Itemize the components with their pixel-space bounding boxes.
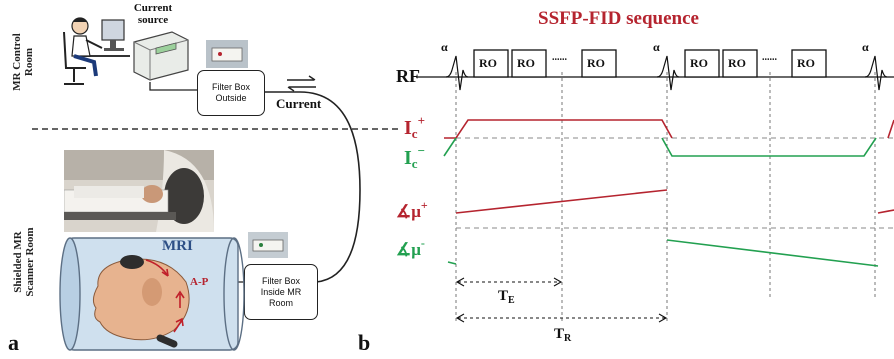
filter-box-photo-outside [206,40,248,68]
ic-plus-main: I [404,117,412,139]
mu-minus-ramp [666,239,879,267]
ic-minus-waveform [443,137,877,157]
panel-b-label: b [358,330,371,355]
mu-plus-label: ∡μ+ [396,198,428,222]
mu-minus-label: ∡μ- [396,236,425,260]
rf-pulse-3 [864,55,888,91]
mu-minus-tail [447,261,457,265]
ro-ellipsis-1: ...... [552,52,567,63]
rf-pulse-1 [445,55,469,91]
time-markers [455,72,876,322]
arrow-left [287,86,316,92]
alpha-label-2: α [653,40,660,54]
ro-boxes [473,49,827,78]
ic-plus-waveform [444,119,673,139]
te-label: TE [498,288,515,306]
tr-arrow-right [658,313,668,323]
alpha-label-1: α [441,40,448,54]
alpha-label-3: α [862,40,869,54]
left-connections [32,75,398,283]
tr-arrow-left [455,313,465,323]
rf-pulse-2 [656,55,680,91]
ic-plus-sup: + [417,113,425,128]
ro-label-2: RO [517,56,535,70]
ic-plus-waveform-next [887,119,894,139]
mu-plus-ramp-next [877,209,894,214]
ic-minus-label: Ic− [404,143,425,172]
tr-sub: R [564,333,572,344]
mu-minus-main: ∡μ [396,240,421,259]
filter-box-photo-inside [248,232,288,258]
rf-pulses [445,55,888,91]
arrow-right [287,75,316,81]
ic-minus-main: I [404,147,412,169]
current-source-label: Current source [133,2,173,26]
current-cable [264,91,361,283]
ro-ellipsis-2: ...... [762,52,777,63]
mu-plus-main: ∡μ [396,202,421,221]
ro-box-4 [684,49,720,78]
cable-source-filter [149,82,197,91]
ro-box-1 [473,49,509,78]
timing-arrows [455,277,668,323]
mu-minus-sup: - [420,236,425,250]
scanner-photo [64,150,214,232]
te-sub: E [508,295,515,306]
current-source-icon [133,31,189,81]
sequence-title: SSFP-FID sequence [538,8,699,29]
ic-plus-sub: c [411,126,418,141]
ro-label-3: RO [587,56,605,70]
ic-minus-sub: c [411,156,418,171]
panel-a-label: a [8,330,19,355]
mu-plus-ramp [455,189,668,214]
mu-plus-sup: + [420,198,428,212]
tr-label: TR [554,326,571,344]
rf-label: RF [396,66,420,86]
ic-plus-label: Ic+ [404,113,425,142]
filter-box-inside: Filter Box Inside MR Room [244,264,318,320]
mri-label: MRI [162,238,193,254]
ro-box-3 [581,49,617,78]
ap-label: A-P [190,276,209,288]
ic-minus-sup: − [417,143,425,158]
ro-label-6: RO [797,56,815,70]
ro-label-1: RO [479,56,497,70]
mri-bore [59,237,245,351]
current-label: Current [276,96,322,111]
tr-main: T [554,326,565,342]
ro-box-5 [722,49,758,78]
ro-label-5: RO [728,56,746,70]
te-arrow-left [455,277,465,287]
ro-box-6 [791,49,827,78]
filter-box-outside: Filter Box Outside [197,70,265,116]
ro-label-4: RO [690,56,708,70]
operator-computer-icon [63,17,130,85]
te-arrow-right [553,277,563,287]
ro-box-2 [511,49,547,78]
te-main: T [498,288,509,304]
